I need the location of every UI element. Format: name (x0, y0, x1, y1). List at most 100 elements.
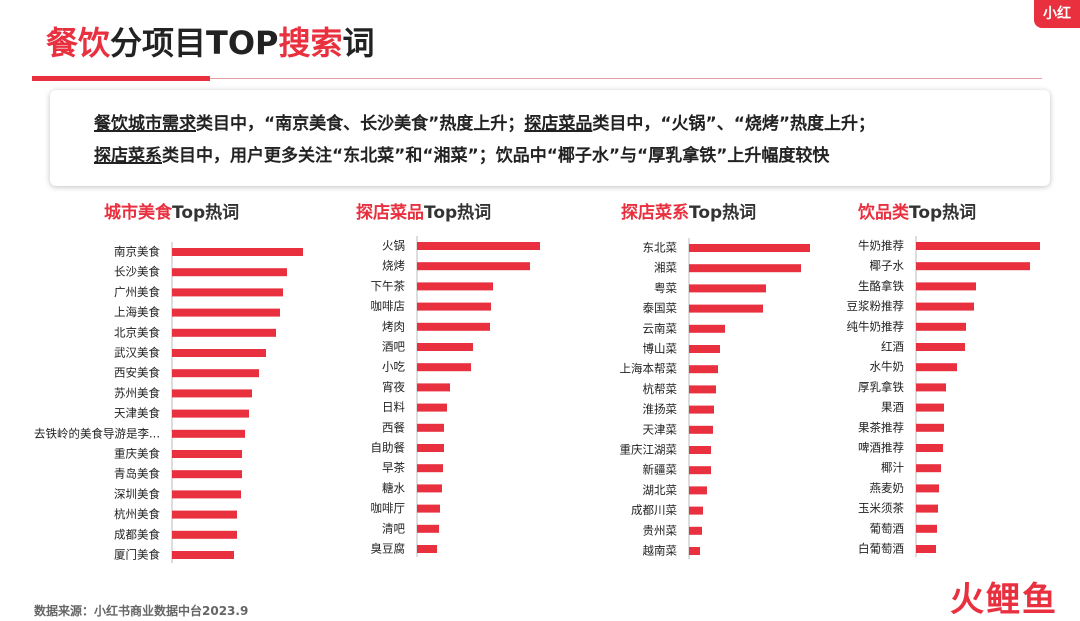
category-label: 纯牛奶推荐 (847, 319, 905, 333)
category-label: 武汉美食 (114, 346, 160, 360)
bar (172, 510, 237, 519)
category-label: 杭帮菜 (643, 382, 678, 396)
category-label: 火锅 (382, 239, 405, 253)
bar (417, 262, 530, 271)
bar (172, 349, 266, 357)
category-label: 青岛美食 (114, 467, 160, 481)
title-part: 分项目TOP (110, 24, 279, 62)
summary-text: 类目中，“火锅”、“烧烤”热度上升； (592, 114, 876, 134)
category-label: 淮扬菜 (643, 402, 678, 416)
bar (172, 450, 242, 458)
bar (916, 484, 939, 493)
title-part: 词 (342, 24, 375, 62)
category-label: 红酒 (881, 340, 904, 354)
summary-line: 餐饮城市需求类目中，“南京美食、长沙美食”热度上升；探店菜品类目中，“火锅”、“… (94, 108, 1050, 140)
category-label: 北京美食 (114, 325, 160, 339)
chart-title-part: 城市美食 (104, 202, 173, 223)
category-label: 果茶推荐 (858, 420, 904, 434)
category-label: 东北菜 (643, 241, 678, 255)
category-label: 天津菜 (643, 422, 678, 436)
rule (32, 78, 1042, 79)
chart-title: 饮品类Top热词 (857, 202, 976, 223)
category-label: 豆浆粉推荐 (847, 299, 905, 313)
category-label: 越南菜 (643, 544, 678, 558)
category-label: 玉米须茶 (858, 501, 904, 515)
bar (172, 248, 303, 256)
bar (689, 425, 713, 434)
summary-keyword: 餐饮城市需求 (94, 114, 196, 134)
category-label: 云南菜 (643, 321, 678, 335)
category-label: 湖北菜 (643, 483, 678, 497)
chart-title-part: Top热词 (909, 202, 976, 223)
category-label: 厚乳拿铁 (858, 380, 904, 394)
category-label: 泰国菜 (643, 301, 678, 315)
chart-title-part: 探店菜系 (621, 202, 689, 223)
category-label: 葡萄酒 (870, 521, 905, 535)
chart-title: 探店菜系Top热词 (621, 202, 756, 223)
bar (417, 322, 490, 331)
category-label: 水牛奶 (870, 360, 905, 374)
category-label: 果酒 (881, 400, 904, 414)
bar (689, 547, 700, 555)
category-label: 臭豆腐 (371, 542, 406, 556)
category-label: 去铁岭的美食导游是李... (34, 426, 160, 440)
bar (689, 486, 707, 495)
category-label: 上海美食 (114, 305, 160, 319)
bar (417, 363, 471, 372)
chart-title: 城市美食Top热词 (104, 202, 239, 223)
category-label: 早茶 (382, 461, 405, 475)
bar (172, 268, 287, 277)
bar (916, 403, 944, 412)
bar (172, 308, 280, 317)
category-label: 小吃 (382, 360, 405, 374)
summary-text: 类目中，“南京美食、长沙美食”热度上升； (196, 114, 525, 134)
category-label: 粤菜 (654, 281, 677, 295)
bar (417, 545, 437, 553)
bar (916, 545, 936, 553)
bar (172, 369, 259, 378)
category-label: 西安美食 (114, 366, 160, 380)
bar (417, 302, 491, 311)
bar (417, 383, 450, 392)
bar (689, 466, 711, 475)
bar (417, 524, 439, 533)
category-label: 牛奶推荐 (858, 239, 904, 253)
category-label: 成都川菜 (631, 503, 677, 517)
category-label: 生酪拿铁 (858, 279, 904, 293)
bar (172, 490, 241, 499)
bar (417, 464, 443, 473)
bar (689, 304, 763, 313)
category-label: 自助餐 (371, 441, 406, 455)
bar (417, 504, 440, 513)
bar (172, 409, 249, 418)
category-label: 上海本帮菜 (620, 362, 678, 376)
category-label: 日料 (382, 400, 405, 414)
bar (916, 343, 965, 351)
source: 数据来源：小红书商业数据中台2023.9 (34, 604, 249, 618)
summary-keyword: 探店菜系 (94, 146, 162, 166)
bar (916, 242, 1040, 250)
category-label: 深圳美食 (114, 487, 160, 501)
bar (417, 423, 444, 432)
bar (689, 405, 714, 414)
bar (417, 242, 540, 250)
category-label: 白葡萄酒 (858, 542, 904, 556)
bar (916, 423, 944, 432)
category-label: 烧烤 (382, 259, 405, 273)
bar (172, 530, 237, 539)
category-label: 西餐 (382, 420, 405, 434)
bar (689, 365, 718, 374)
bar (172, 288, 283, 297)
bar (172, 328, 276, 337)
category-label: 啤酒推荐 (858, 441, 904, 455)
bar (916, 444, 943, 452)
chart-title: 探店菜品Top热词 (356, 202, 491, 223)
chart-title-part: Top热词 (172, 202, 239, 223)
bar (916, 262, 1030, 271)
bar (172, 429, 245, 438)
bar (417, 282, 493, 291)
category-label: 厦门美食 (114, 548, 160, 562)
category-label: 湘菜 (654, 261, 677, 275)
